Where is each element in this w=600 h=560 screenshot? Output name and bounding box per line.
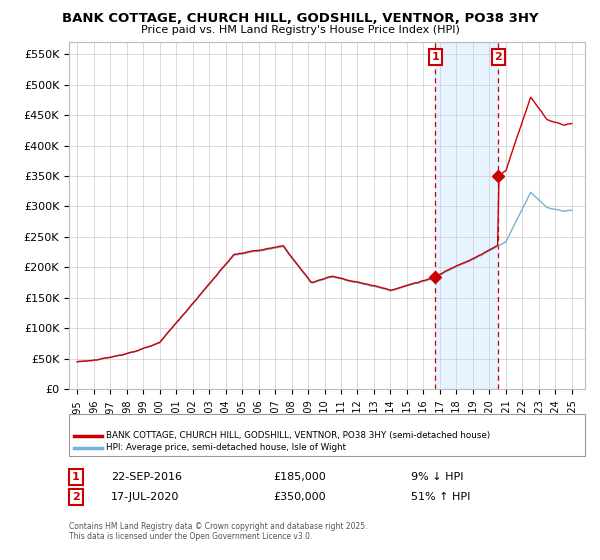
Text: 22-SEP-2016: 22-SEP-2016 [111,472,182,482]
Text: £350,000: £350,000 [273,492,326,502]
Text: 9% ↓ HPI: 9% ↓ HPI [411,472,463,482]
Bar [436,42,498,389]
Text: 17-JUL-2020: 17-JUL-2020 [111,492,179,502]
Text: 1: 1 [72,472,80,482]
Text: BANK COTTAGE, CHURCH HILL, GODSHILL, VENTNOR, PO38 3HY: BANK COTTAGE, CHURCH HILL, GODSHILL, VEN… [62,12,538,25]
Text: Contains HM Land Registry data © Crown copyright and database right 2025.
This d: Contains HM Land Registry data © Crown c… [69,522,367,542]
Text: 2: 2 [494,52,502,62]
Text: £185,000: £185,000 [273,472,326,482]
Text: 2: 2 [72,492,80,502]
Text: 1: 1 [431,52,439,62]
Text: Price paid vs. HM Land Registry's House Price Index (HPI): Price paid vs. HM Land Registry's House … [140,25,460,35]
Text: HPI: Average price, semi-detached house, Isle of Wight: HPI: Average price, semi-detached house,… [106,444,346,452]
Text: BANK COTTAGE, CHURCH HILL, GODSHILL, VENTNOR, PO38 3HY (semi-detached house): BANK COTTAGE, CHURCH HILL, GODSHILL, VEN… [106,431,490,440]
Text: 51% ↑ HPI: 51% ↑ HPI [411,492,470,502]
